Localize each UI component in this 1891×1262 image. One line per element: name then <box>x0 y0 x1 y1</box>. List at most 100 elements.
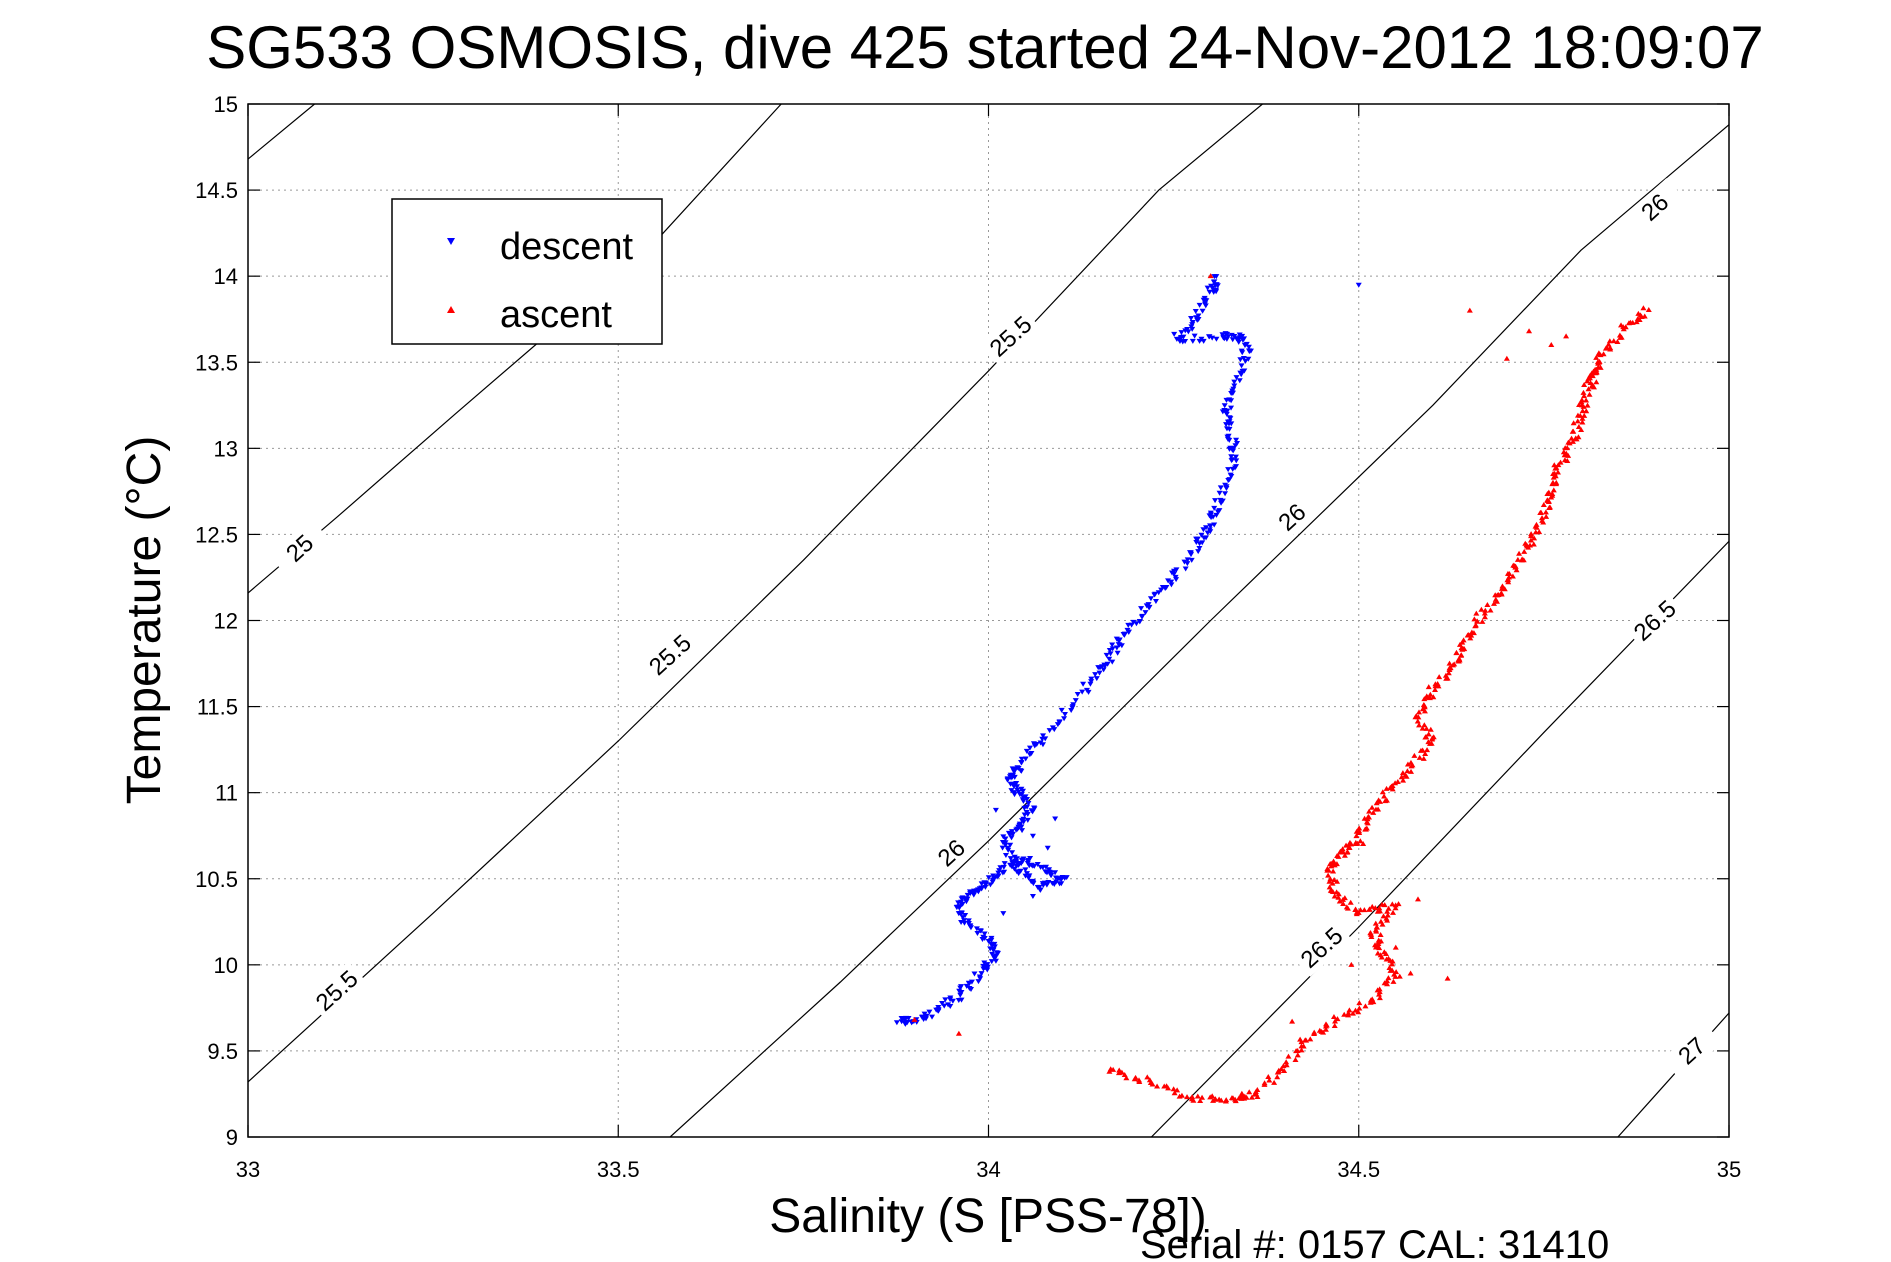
data-point-descent <box>1189 322 1196 328</box>
data-point-ascent <box>1589 382 1596 388</box>
data-point-ascent <box>1334 853 1341 859</box>
data-point-descent <box>978 971 985 977</box>
data-point-ascent <box>1392 905 1399 911</box>
data-point-descent <box>958 902 965 908</box>
data-point-ascent <box>1331 1023 1338 1029</box>
data-point-ascent <box>1379 921 1386 927</box>
data-point-ascent <box>1636 316 1643 322</box>
data-point-ascent <box>1416 754 1423 760</box>
data-point-descent <box>1015 765 1022 771</box>
data-point-ascent <box>955 1030 962 1036</box>
data-point-ascent <box>1528 533 1535 539</box>
contour-label-bg <box>306 961 368 1020</box>
data-point-descent <box>1236 378 1243 384</box>
data-point-ascent <box>1293 1048 1300 1054</box>
data-point-ascent <box>1428 740 1435 746</box>
data-point-ascent <box>1478 606 1485 612</box>
contour-label-bg <box>1624 178 1686 237</box>
data-point-descent <box>1240 355 1247 361</box>
data-point-ascent <box>1366 808 1373 814</box>
data-point-ascent <box>1398 774 1405 780</box>
data-point-descent <box>1011 769 1018 775</box>
data-point-ascent <box>1339 846 1346 852</box>
data-point-descent <box>964 896 971 902</box>
data-point-ascent <box>1336 898 1343 904</box>
data-point-ascent <box>1473 610 1480 616</box>
data-point-descent <box>1229 457 1236 463</box>
data-point-ascent <box>1199 1094 1206 1100</box>
y-tick-label: 14 <box>214 264 238 289</box>
data-point-ascent <box>1171 1090 1178 1096</box>
data-point-descent <box>1061 712 1068 718</box>
data-point-ascent <box>1367 997 1374 1003</box>
data-point-ascent <box>1583 408 1590 414</box>
data-point-descent <box>1225 467 1232 473</box>
data-point-ascent <box>1334 878 1341 884</box>
data-point-ascent <box>1340 901 1347 907</box>
data-point-descent <box>1230 448 1237 454</box>
data-point-descent <box>1210 279 1217 285</box>
data-point-descent <box>1011 792 1018 798</box>
data-point-descent <box>1173 567 1180 573</box>
data-point-descent <box>1030 881 1037 887</box>
data-point-ascent <box>1332 1018 1339 1024</box>
data-point-descent <box>1034 884 1041 890</box>
data-point-ascent <box>1568 435 1575 441</box>
density-contour-26 <box>669 124 1729 1137</box>
data-point-ascent <box>1416 722 1423 728</box>
data-point-ascent <box>1467 635 1474 641</box>
data-point-descent <box>1233 375 1240 381</box>
data-point-descent <box>1226 415 1233 421</box>
data-point-ascent <box>1311 1031 1318 1037</box>
data-point-ascent <box>1355 1009 1362 1015</box>
data-point-ascent <box>1377 918 1384 924</box>
data-point-descent <box>1152 591 1159 597</box>
data-point-ascent <box>1232 1096 1239 1102</box>
data-point-descent <box>1028 750 1035 756</box>
data-point-ascent <box>1399 770 1406 776</box>
data-point-descent <box>1216 508 1223 514</box>
data-point-ascent <box>1375 937 1382 943</box>
data-point-ascent <box>1564 445 1571 451</box>
x-tick-label: 34.5 <box>1337 1157 1380 1182</box>
data-point-ascent <box>1366 906 1373 912</box>
data-point-descent <box>1025 801 1032 807</box>
data-point-ascent <box>1578 427 1585 433</box>
data-point-descent <box>1107 651 1114 657</box>
data-point-ascent <box>1574 418 1581 424</box>
data-point-descent <box>1173 577 1180 583</box>
x-tick-label: 35 <box>1717 1157 1741 1182</box>
data-point-ascent <box>1197 1097 1204 1103</box>
data-series <box>893 273 1652 1104</box>
data-point-descent <box>1029 809 1036 815</box>
data-point-descent <box>939 1000 946 1006</box>
data-point-descent <box>999 870 1006 876</box>
data-point-ascent <box>1322 1026 1329 1032</box>
legend-label-ascent: ascent <box>500 294 612 336</box>
data-point-ascent <box>1479 618 1486 624</box>
data-point-ascent <box>1409 762 1416 768</box>
data-point-ascent <box>1344 849 1351 855</box>
data-point-ascent <box>1533 521 1540 527</box>
data-point-ascent <box>1194 1093 1201 1099</box>
data-point-ascent <box>1610 338 1617 344</box>
data-point-descent <box>1222 491 1229 497</box>
data-point-ascent <box>1430 734 1437 740</box>
data-point-descent <box>1009 831 1016 837</box>
grid <box>248 104 1729 1137</box>
data-point-descent <box>1014 787 1021 793</box>
data-point-ascent <box>1484 602 1491 608</box>
data-point-ascent <box>1444 975 1451 981</box>
data-point-ascent <box>1369 903 1376 909</box>
data-point-ascent <box>1578 397 1585 403</box>
data-point-ascent <box>1474 618 1481 624</box>
data-point-ascent <box>1352 1007 1359 1013</box>
data-point-descent <box>1188 316 1195 322</box>
data-point-descent <box>1063 875 1070 881</box>
data-point-ascent <box>1546 505 1553 511</box>
data-point-descent <box>1142 610 1149 616</box>
data-point-ascent <box>1543 513 1550 519</box>
data-point-descent <box>1221 403 1228 409</box>
data-point-ascent <box>1329 888 1336 894</box>
contour-label-bg <box>639 625 701 685</box>
